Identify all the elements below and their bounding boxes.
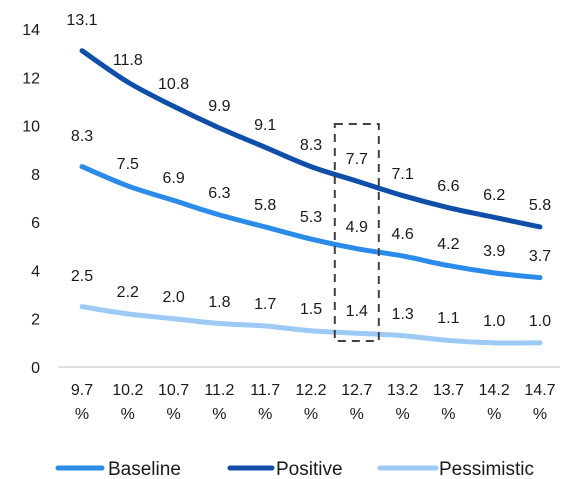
x-axis: 9.7 % 10.2 % 10.7 % 11.2 % 11.7 % 12.2 % 12.7 % 13.2 % 1…	[71, 382, 556, 423]
data-label-positive: 7.1	[391, 166, 413, 183]
data-label-baseline: 4.2	[437, 236, 459, 253]
data-label-pessimistic: 1.3	[391, 306, 413, 323]
data-label-positive: 7.7	[346, 151, 368, 168]
x-tick-label: 12.2%	[295, 382, 326, 423]
y-tick-label: 8	[31, 167, 40, 184]
data-label-pessimistic: 1.7	[254, 296, 276, 313]
data-label-baseline: 6.9	[162, 170, 184, 187]
data-label-baseline: 5.3	[300, 209, 322, 226]
data-label-baseline: 5.8	[254, 197, 276, 214]
y-tick-label: 4	[31, 263, 40, 280]
y-axis: 0 2 4 6 8 10 12 14	[22, 22, 40, 377]
series-lines	[79, 48, 543, 346]
x-tick-label: 9.7%	[71, 382, 93, 423]
data-label-positive: 6.2	[483, 187, 505, 204]
y-tick-label: 0	[31, 360, 40, 377]
y-tick-label: 6	[31, 215, 40, 232]
data-label-positive: 9.1	[254, 117, 276, 134]
x-tick-label: 14.7%	[524, 382, 555, 423]
data-label-baseline: 6.3	[208, 185, 230, 202]
legend-label-positive: Positive	[276, 459, 343, 479]
x-tick-label: 13.2%	[387, 382, 418, 423]
y-tick-label: 10	[22, 119, 40, 136]
data-label-positive: 9.9	[208, 98, 230, 115]
data-label-positive: 8.3	[300, 137, 322, 154]
data-label-positive: 5.8	[529, 197, 551, 214]
data-label-pessimistic: 1.1	[437, 310, 459, 327]
data-label-positive: 11.8	[113, 52, 143, 69]
data-label-pessimistic: 1.0	[529, 313, 551, 330]
x-tick-label: 11.2%	[204, 382, 234, 423]
data-label-baseline: 4.6	[391, 226, 413, 243]
y-tick-label: 2	[31, 312, 40, 329]
x-tick-label: 14.2%	[479, 382, 510, 423]
data-label-baseline: 3.9	[483, 243, 505, 260]
data-label-pessimistic: 2.5	[71, 268, 93, 285]
data-label-pessimistic: 1.5	[300, 301, 322, 318]
data-label-baseline: 3.7	[529, 248, 551, 265]
legend: Baseline Positive Pessimistic	[55, 459, 534, 479]
data-label-pessimistic: 1.0	[483, 313, 505, 330]
data-label-positive: 13.1	[66, 12, 97, 29]
data-label-baseline: 8.3	[71, 128, 93, 145]
data-label-baseline: 7.5	[117, 156, 139, 173]
x-tick-label: 11.7%	[250, 382, 280, 423]
series-line-baseline	[79, 164, 543, 281]
data-label-pessimistic: 2.2	[117, 284, 139, 301]
x-tick-label: 10.2%	[112, 382, 143, 423]
y-tick-label: 14	[22, 22, 40, 39]
data-label-positive: 10.8	[158, 76, 189, 93]
highlight-box	[333, 123, 380, 342]
y-tick-label: 12	[22, 70, 40, 87]
legend-label-baseline: Baseline	[108, 459, 181, 479]
series-line-positive	[79, 48, 543, 230]
x-tick-label: 10.7%	[158, 382, 189, 423]
data-label-baseline: 4.9	[346, 219, 368, 236]
data-label-pessimistic: 1.4	[346, 303, 368, 320]
x-tick-label: 13.7%	[433, 382, 464, 423]
data-label-positive: 6.6	[437, 178, 459, 195]
x-tick-label: 12.7%	[341, 382, 372, 423]
series-line-pessimistic	[79, 304, 543, 346]
data-label-pessimistic: 2.0	[162, 289, 184, 306]
data-labels: 8.3 7.5 6.9 6.3 5.8 5.3 4.9 4.6 4.2 3.9 3.7 13.1 11.…	[66, 12, 551, 330]
legend-label-pessimistic: Pessimistic	[439, 459, 534, 479]
data-label-pessimistic: 1.8	[208, 294, 230, 311]
